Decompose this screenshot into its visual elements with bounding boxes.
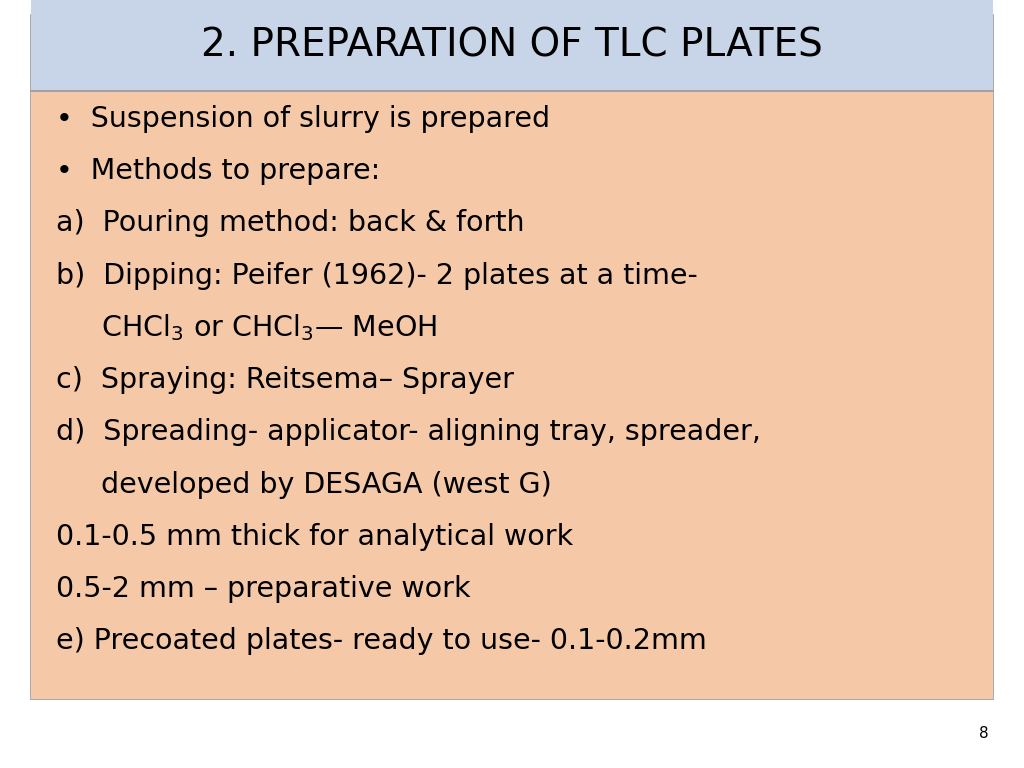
Text: •  Suspension of slurry is prepared: • Suspension of slurry is prepared: [56, 105, 551, 133]
Text: 2. PREPARATION OF TLC PLATES: 2. PREPARATION OF TLC PLATES: [201, 26, 823, 65]
Text: 0.5-2 mm – preparative work: 0.5-2 mm – preparative work: [56, 575, 471, 603]
Text: CHCl$_3$ or CHCl$_3$— MeOH: CHCl$_3$ or CHCl$_3$— MeOH: [56, 313, 437, 343]
Text: b)  Dipping: Peifer (1962)- 2 plates at a time-: b) Dipping: Peifer (1962)- 2 plates at a…: [56, 262, 698, 290]
Bar: [31, 91, 993, 699]
Text: a)  Pouring method: back & forth: a) Pouring method: back & forth: [56, 210, 525, 237]
Text: c)  Spraying: Reitsema– Sprayer: c) Spraying: Reitsema– Sprayer: [56, 366, 514, 394]
Text: •  Methods to prepare:: • Methods to prepare:: [56, 157, 381, 185]
Text: 0.1-0.5 mm thick for analytical work: 0.1-0.5 mm thick for analytical work: [56, 523, 573, 551]
Bar: [31, 0, 993, 91]
Bar: [31, 15, 993, 699]
Text: developed by DESAGA (west G): developed by DESAGA (west G): [56, 471, 552, 498]
Text: 8: 8: [979, 726, 988, 741]
Text: e) Precoated plates- ready to use- 0.1-0.2mm: e) Precoated plates- ready to use- 0.1-0…: [56, 627, 707, 655]
Text: d)  Spreading- applicator- aligning tray, spreader,: d) Spreading- applicator- aligning tray,…: [56, 419, 761, 446]
